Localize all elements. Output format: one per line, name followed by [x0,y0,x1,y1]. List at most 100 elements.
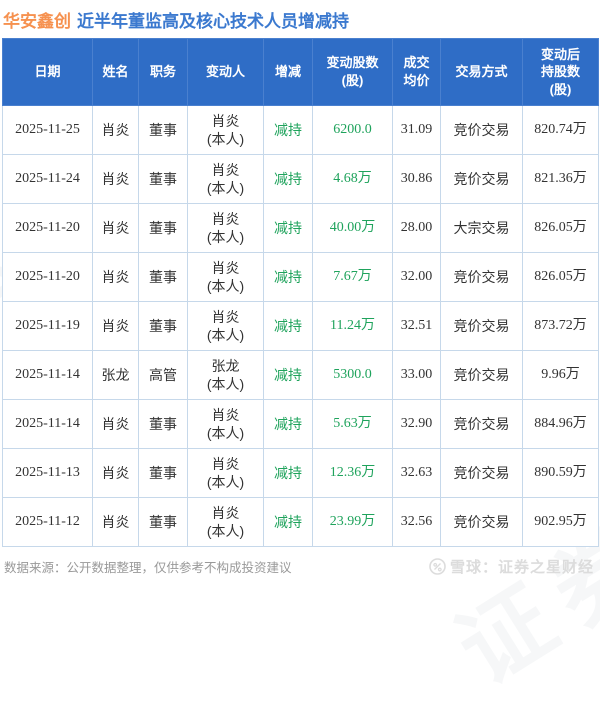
cell-shares: 12.36万 [312,448,393,498]
cell-changer: 肖炎 (本人) [187,301,264,351]
cell-date: 2025-11-14 [2,350,93,400]
cell-after: 826.05万 [522,252,599,302]
cell-method: 竞价交易 [440,301,523,351]
cell-price: 32.56 [392,497,441,547]
table-row: 2025-11-20 肖炎 董事 肖炎 (本人) 减持 40.00万 28.00… [2,203,599,253]
cell-name: 张龙 [92,350,139,400]
cell-direction: 减持 [263,350,313,400]
table-row: 2025-11-12 肖炎 董事 肖炎 (本人) 减持 23.99万 32.56… [2,497,599,547]
cell-direction: 减持 [263,203,313,253]
cell-shares: 23.99万 [312,497,393,547]
cell-method: 竞价交易 [440,105,523,155]
cell-position: 董事 [138,105,188,155]
cell-position: 董事 [138,399,188,449]
cell-shares: 5.63万 [312,399,393,449]
cell-name: 肖炎 [92,105,139,155]
cell-changer: 肖炎 (本人) [187,497,264,547]
col-header-shares: 变动股数 (股) [312,38,393,106]
cell-shares: 40.00万 [312,203,393,253]
brand-text: 雪球：证券之星财经 [449,559,594,576]
cell-name: 肖炎 [92,448,139,498]
cell-method: 竞价交易 [440,350,523,400]
footer: 数据来源：公开数据整理，仅供参考不构成投资建议 雪球：证券之星财经 [0,556,600,577]
cell-date: 2025-11-25 [2,105,93,155]
cell-method: 竞价交易 [440,399,523,449]
cell-direction: 减持 [263,497,313,547]
cell-shares: 6200.0 [312,105,393,155]
cell-after: 890.59万 [522,448,599,498]
cell-position: 董事 [138,252,188,302]
cell-name: 肖炎 [92,203,139,253]
col-header-date: 日期 [2,38,93,106]
cell-date: 2025-11-19 [2,301,93,351]
col-header-method: 交易方式 [440,38,523,106]
cell-direction: 减持 [263,252,313,302]
col-header-position: 职务 [138,38,188,106]
table-row: 2025-11-13 肖炎 董事 肖炎 (本人) 减持 12.36万 32.63… [2,448,599,498]
cell-direction: 减持 [263,448,313,498]
table-row: 2025-11-25 肖炎 董事 肖炎 (本人) 减持 6200.0 31.09… [2,105,599,155]
cell-name: 肖炎 [92,497,139,547]
cell-changer: 肖炎 (本人) [187,448,264,498]
col-header-price: 成交 均价 [392,38,441,106]
cell-date: 2025-11-20 [2,203,93,253]
table-header-row: 日期 姓名 职务 变动人 增减 变动股数 (股) 成交 均价 交易方式 变动后 … [2,38,599,106]
cell-position: 董事 [138,301,188,351]
cell-price: 32.63 [392,448,441,498]
cell-position: 高管 [138,350,188,400]
cell-date: 2025-11-14 [2,399,93,449]
cell-price: 32.00 [392,252,441,302]
cell-date: 2025-11-24 [2,154,93,204]
cell-shares: 4.68万 [312,154,393,204]
page-title: 华安鑫创 近半年董监高及核心技术人员增减持 [0,0,600,38]
table-row: 2025-11-19 肖炎 董事 肖炎 (本人) 减持 11.24万 32.51… [2,301,599,351]
cell-changer: 肖炎 (本人) [187,399,264,449]
cell-date: 2025-11-13 [2,448,93,498]
cell-date: 2025-11-20 [2,252,93,302]
cell-shares: 5300.0 [312,350,393,400]
cell-price: 30.86 [392,154,441,204]
col-header-name: 姓名 [92,38,139,106]
col-header-after: 变动后 持股数 (股) [522,38,599,106]
table-row: 2025-11-14 张龙 高管 张龙 (本人) 减持 5300.0 33.00… [2,350,599,400]
cell-after: 884.96万 [522,399,599,449]
cell-after: 821.36万 [522,154,599,204]
cell-shares: 7.67万 [312,252,393,302]
cell-name: 肖炎 [92,154,139,204]
cell-name: 肖炎 [92,399,139,449]
cell-position: 董事 [138,448,188,498]
holdings-table: 日期 姓名 职务 变动人 增减 变动股数 (股) 成交 均价 交易方式 变动后 … [2,38,599,547]
xueqiu-logo-icon [429,558,446,575]
cell-method: 竞价交易 [440,448,523,498]
data-source-note: 数据来源：公开数据整理，仅供参考不构成投资建议 [4,561,292,575]
col-header-changer: 变动人 [187,38,264,106]
col-header-direction: 增减 [263,38,313,106]
cell-date: 2025-11-12 [2,497,93,547]
cell-changer: 肖炎 (本人) [187,105,264,155]
stock-name: 华安鑫创 [3,12,71,31]
cell-after: 902.95万 [522,497,599,547]
cell-changer: 肖炎 (本人) [187,252,264,302]
cell-price: 28.00 [392,203,441,253]
title-subtitle: 近半年董监高及核心技术人员增减持 [77,12,349,31]
cell-after: 873.72万 [522,301,599,351]
cell-method: 竞价交易 [440,154,523,204]
cell-after: 826.05万 [522,203,599,253]
cell-direction: 减持 [263,399,313,449]
cell-position: 董事 [138,203,188,253]
cell-name: 肖炎 [92,301,139,351]
cell-position: 董事 [138,154,188,204]
cell-direction: 减持 [263,301,313,351]
cell-shares: 11.24万 [312,301,393,351]
cell-position: 董事 [138,497,188,547]
cell-after: 820.74万 [522,105,599,155]
cell-changer: 肖炎 (本人) [187,203,264,253]
cell-method: 大宗交易 [440,203,523,253]
table-row: 2025-11-20 肖炎 董事 肖炎 (本人) 减持 7.67万 32.00 … [2,252,599,302]
cell-method: 竞价交易 [440,252,523,302]
brand-watermark: 雪球：证券之星财经 [429,556,594,577]
cell-after: 9.96万 [522,350,599,400]
cell-price: 31.09 [392,105,441,155]
cell-changer: 张龙 (本人) [187,350,264,400]
